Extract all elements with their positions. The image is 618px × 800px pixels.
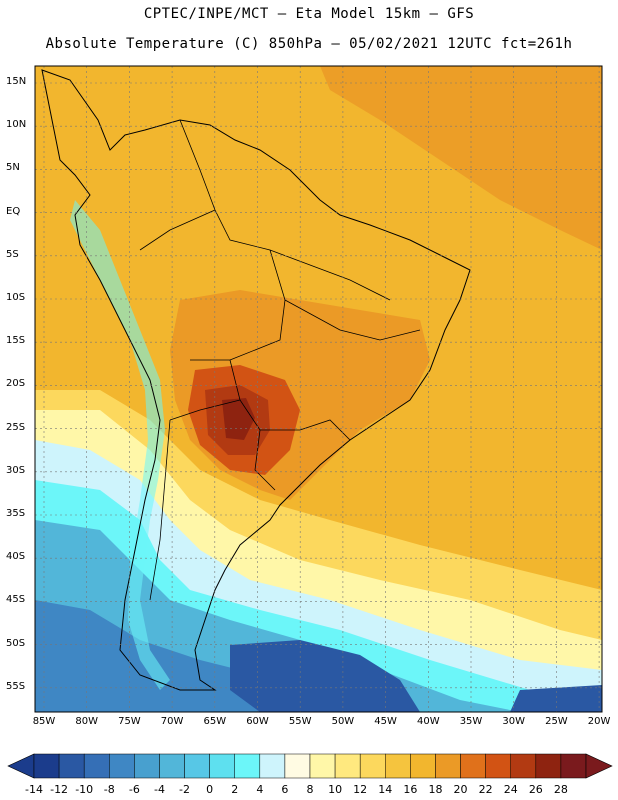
longitude-tick-label: 70W bbox=[160, 716, 184, 727]
longitude-tick-label: 65W bbox=[203, 716, 227, 727]
tropical-warm-zone bbox=[320, 66, 602, 250]
latitude-tick-label: 15N bbox=[6, 76, 27, 87]
colorbar-swatch bbox=[234, 753, 261, 779]
colorbar-tick-label: 18 bbox=[428, 783, 443, 796]
longitude-tick-label: 40W bbox=[416, 716, 440, 727]
colorbar-tick-label: -10 bbox=[75, 783, 94, 796]
continent-coastline bbox=[41, 69, 471, 691]
longitude-tick-label: 80W bbox=[75, 716, 98, 727]
colorbar-tick-label: -12 bbox=[50, 783, 69, 796]
longitude-tick-label: 50W bbox=[331, 716, 355, 727]
colorbar-tick-label: 24 bbox=[503, 783, 518, 796]
longitude-tick-label: 35W bbox=[459, 716, 483, 727]
colorbar-tick-label: -2 bbox=[179, 783, 191, 796]
latitude-tick-label: 10S bbox=[6, 292, 26, 303]
colorbar-tick-label: -6 bbox=[128, 783, 140, 796]
longitude-tick-label: 25W bbox=[545, 716, 568, 727]
longitude-tick-label: 30W bbox=[502, 716, 525, 727]
latitude-tick-label: 30S bbox=[6, 464, 26, 476]
latitude-tick-label: 45S bbox=[6, 594, 26, 606]
latitude-tick-label: EQ bbox=[6, 205, 21, 217]
latitude-tick-label: 5S bbox=[6, 248, 19, 260]
heat-core-26 bbox=[222, 398, 255, 440]
colorbar-swatch bbox=[259, 753, 286, 779]
colorbar-swatch bbox=[83, 753, 110, 779]
cold-core-south-atlantic bbox=[230, 640, 420, 712]
latitude-tick-label: 40S bbox=[6, 551, 26, 563]
latitude-tick-label: 25S bbox=[6, 421, 26, 433]
colorbar-swatch bbox=[109, 753, 135, 779]
latitude-tick-label: 55S bbox=[6, 680, 26, 692]
colorbar-tick-label: 6 bbox=[281, 783, 289, 796]
longitude-tick-label: 75W bbox=[118, 716, 141, 727]
colorbar-swatch bbox=[435, 753, 461, 779]
latitude-tick-label: 10N bbox=[6, 119, 27, 131]
colorbar-swatch bbox=[33, 753, 60, 779]
colorbar-tick-label: 0 bbox=[206, 783, 214, 796]
longitude-tick-label: 55W bbox=[288, 716, 312, 727]
country-borders bbox=[139, 119, 421, 601]
colorbar-tick-label: 8 bbox=[306, 783, 314, 796]
colorbar-swatch bbox=[159, 753, 185, 779]
colorbar-tick-label: 28 bbox=[553, 783, 568, 796]
colorbar-tick-label: 20 bbox=[453, 783, 468, 796]
colorbar-swatch bbox=[209, 753, 235, 779]
chart-title-line-1: CPTEC/INPE/MCT — Eta Model 15km — GFS bbox=[143, 6, 475, 22]
map-frame bbox=[34, 65, 603, 713]
colorbar-tick-label: 10 bbox=[328, 783, 343, 796]
andes-cool-strip bbox=[70, 200, 170, 690]
latitude-tick-label: 5N bbox=[6, 162, 20, 174]
temperature-field bbox=[35, 66, 602, 712]
colorbar-tick-label: 4 bbox=[256, 783, 264, 796]
colorbar-min-arrow bbox=[7, 753, 35, 779]
colorbar-swatch bbox=[560, 753, 587, 779]
latitude-tick-label: 35S bbox=[6, 508, 26, 519]
colorbar-tick-label: 22 bbox=[478, 783, 493, 796]
colorbar-tick-label: 16 bbox=[403, 783, 418, 796]
chart-title-line-2: Absolute Temperature (C) 850hPa — 05/02/… bbox=[45, 36, 573, 52]
colorbar-tick-label: 14 bbox=[378, 783, 393, 796]
colorbar-swatch bbox=[410, 753, 436, 779]
colorbar-swatch bbox=[359, 753, 386, 779]
longitude-tick-label: 20W bbox=[587, 716, 611, 727]
colorbar-swatch bbox=[184, 753, 210, 779]
colorbar-tick-label: -8 bbox=[103, 783, 115, 796]
colorbar-swatch bbox=[510, 753, 537, 779]
cold-core-east bbox=[510, 685, 602, 712]
longitude-tick-label: 45W bbox=[374, 716, 397, 727]
colorbar-tick-label: 12 bbox=[353, 783, 368, 796]
colorbar-swatch bbox=[309, 753, 336, 779]
colorbar-swatch bbox=[535, 753, 562, 779]
colorbar-tick-label: 26 bbox=[528, 783, 543, 796]
colorbar-swatch bbox=[134, 753, 160, 779]
colorbar-tick-label: -4 bbox=[153, 783, 165, 796]
colorbar-swatch bbox=[485, 753, 511, 779]
colorbar bbox=[7, 753, 613, 779]
colorbar-tick-label: 2 bbox=[231, 783, 239, 796]
longitude-tick-label: 85W bbox=[32, 716, 56, 727]
latitude-tick-label: 50S bbox=[6, 637, 26, 649]
colorbar-swatch bbox=[284, 753, 311, 779]
longitude-tick-label: 60W bbox=[246, 716, 269, 727]
colorbar-swatch bbox=[385, 753, 411, 779]
colorbar-max-arrow bbox=[585, 753, 613, 779]
colorbar-swatch bbox=[58, 753, 85, 779]
latitude-tick-label: 20S bbox=[6, 378, 26, 390]
colorbar-swatch bbox=[460, 753, 486, 779]
latitude-tick-label: 15S bbox=[6, 335, 26, 347]
colorbar-tick-label: -14 bbox=[25, 783, 43, 796]
colorbar-swatch bbox=[334, 753, 361, 779]
